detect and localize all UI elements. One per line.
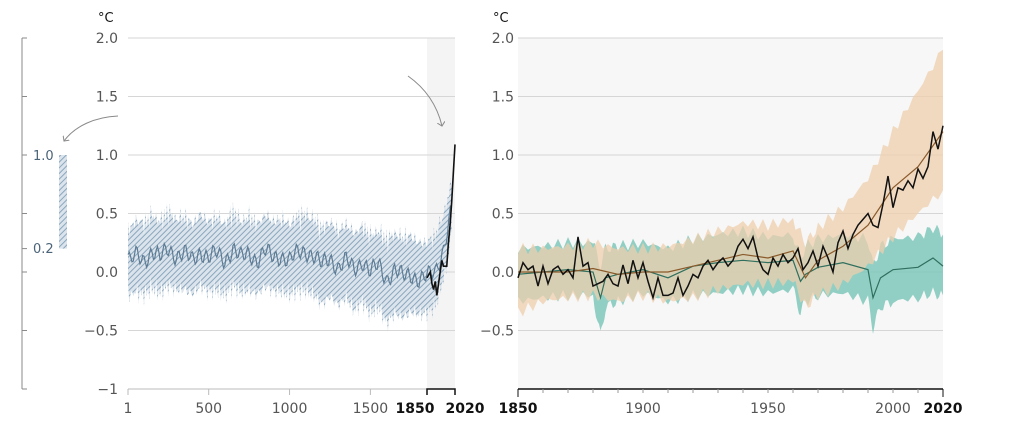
right-series-natural-only [517,257,944,301]
right-y-tick-label: −0.5 [480,324,514,340]
left-x-bracket [426,388,456,395]
left-uncertainty-band [128,178,452,332]
scale-bar-panel: 1.0 0.2 [21,37,119,390]
left-y-tick-label: 2.0 [96,31,118,47]
right-y-tick-label: 0.0 [492,265,514,281]
right-series-human-natural [518,131,944,280]
left-x-tick-label: 1000 [272,401,308,417]
left-y-tick-label: 1.5 [96,90,118,106]
right-series-observed [517,125,944,301]
left-y-tick-label: 1.0 [96,148,118,164]
right-x-axis: 1900 1950 2000 1850 2020 [499,388,963,417]
left-x-tick-label-bold: 2020 [446,401,485,417]
right-chart: °C 2.0 1.5 1.0 0.5 0.0 −0.5 1900 1950 2000 1850 2… [480,11,963,417]
left-y-unit: °C [98,11,114,26]
left-y-tick-label: 0.5 [96,207,118,223]
scale-range-bar [59,155,67,249]
left-series-reconstructed [127,205,453,289]
left-y-tick-label: −0.5 [84,324,118,340]
left-y-tick-label: 0.0 [96,265,118,281]
scale-label-high: 1.0 [33,149,54,164]
left-x-tick-label: 1500 [353,401,389,417]
left-x-tick-label: 500 [195,401,222,417]
right-y-unit: °C [493,11,509,26]
right-x-tick-label: 1900 [625,401,661,417]
right-x-tick-label: 1950 [750,401,786,417]
left-series-observed [426,144,456,296]
right-line-group [517,125,944,301]
left-band-group [128,178,452,332]
scale-ticks [22,37,27,390]
right-y-tick-labels: 2.0 1.5 1.0 0.5 0.0 −0.5 [480,31,514,340]
right-y-tick-label: 1.5 [492,90,514,106]
left-x-tick-label: 1 [124,401,133,417]
scale-label-low: 0.2 [33,242,54,257]
left-chart: °C 2.01.51.00.50.0−0.5−1 1 500 1000 1500 185… [84,11,485,417]
left-y-tick-label: −1 [97,382,118,398]
left-x-tick-label-bold: 1850 [396,401,435,417]
right-x-tick-label-bold: 2020 [924,401,963,417]
arrow-to-scale-icon [64,115,119,141]
right-y-tick-label: 0.5 [492,207,514,223]
right-y-tick-label: 1.0 [492,148,514,164]
left-x-axis: 1 500 1000 1500 1850 2020 [124,388,485,417]
left-y-tick-labels: 2.0 1.5 1.0 0.5 0.0 −0.5 −1 [84,31,118,398]
right-y-tick-label: 2.0 [492,31,514,47]
right-x-tick-label: 2000 [875,401,911,417]
right-x-tick-label-bold: 1850 [499,401,538,417]
left-line-group [127,144,456,296]
arrow-to-recent-icon [407,75,442,126]
